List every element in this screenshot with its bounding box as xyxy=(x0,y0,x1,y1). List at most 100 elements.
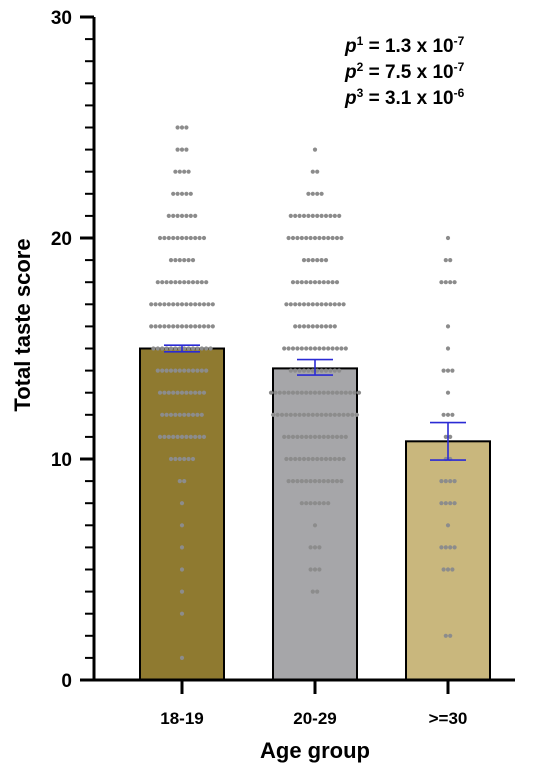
data-point xyxy=(304,390,309,395)
data-point xyxy=(182,456,187,462)
y-tick-label: 0 xyxy=(61,671,72,692)
data-point xyxy=(157,302,163,307)
data-point xyxy=(171,390,176,395)
data-point xyxy=(328,213,333,218)
data-point xyxy=(179,501,185,506)
data-point xyxy=(339,346,344,351)
data-point xyxy=(317,235,322,241)
data-point xyxy=(273,390,278,395)
data-point xyxy=(448,479,453,484)
data-point xyxy=(341,412,346,417)
data-point xyxy=(201,235,207,241)
data-point xyxy=(448,633,453,638)
data-point xyxy=(190,456,196,462)
data-point xyxy=(310,169,315,174)
error-bars-group xyxy=(164,344,466,461)
data-point xyxy=(171,191,176,196)
data-point xyxy=(193,434,198,439)
data-point xyxy=(443,434,448,439)
y-axis-title: Total taste score xyxy=(10,238,35,411)
data-point xyxy=(315,456,320,462)
data-point xyxy=(337,213,342,218)
data-point xyxy=(323,456,329,462)
data-point xyxy=(177,368,182,373)
data-point xyxy=(171,434,176,439)
data-point xyxy=(177,479,182,484)
data-point xyxy=(286,346,291,351)
data-point xyxy=(177,346,182,351)
bar->=30 xyxy=(405,440,491,681)
data-point xyxy=(445,523,451,528)
data-point xyxy=(290,434,296,439)
data-point xyxy=(295,479,300,484)
data-point xyxy=(190,412,196,417)
data-point xyxy=(293,324,298,329)
data-point xyxy=(445,346,451,351)
data-point xyxy=(290,280,296,285)
data-point xyxy=(193,213,198,218)
data-point xyxy=(334,235,340,241)
data-point xyxy=(350,412,355,417)
data-point xyxy=(332,368,337,373)
data-point xyxy=(315,368,320,373)
data-point xyxy=(186,280,191,285)
data-point xyxy=(184,147,189,152)
data-point xyxy=(282,434,287,439)
data-point xyxy=(334,434,340,439)
data-point xyxy=(175,390,180,395)
data-point xyxy=(326,235,331,241)
data-point xyxy=(173,346,178,351)
data-point xyxy=(201,390,207,395)
data-point xyxy=(297,368,302,373)
data-point xyxy=(295,434,300,439)
data-point xyxy=(306,412,311,417)
data-point xyxy=(199,368,204,373)
data-point xyxy=(317,390,322,395)
data-point xyxy=(297,324,302,329)
data-point xyxy=(179,611,185,616)
data-point xyxy=(186,258,191,263)
data-point xyxy=(310,368,315,373)
data-point xyxy=(315,213,320,218)
data-point xyxy=(337,456,342,462)
data-point xyxy=(326,390,331,395)
data-point xyxy=(155,346,160,351)
data-point xyxy=(308,501,313,506)
data-point xyxy=(301,456,307,462)
data-point xyxy=(153,302,158,307)
data-point xyxy=(160,412,165,417)
y-tick-label: 10 xyxy=(51,450,72,471)
data-point xyxy=(299,235,304,241)
data-point xyxy=(319,324,324,329)
data-point xyxy=(439,479,444,484)
data-point xyxy=(310,324,315,329)
data-point xyxy=(288,412,293,417)
data-point xyxy=(337,302,342,307)
data-point xyxy=(304,280,309,285)
data-point xyxy=(306,213,311,218)
data-point xyxy=(182,258,187,263)
data-point xyxy=(190,346,196,351)
data-point xyxy=(286,434,291,439)
data-point xyxy=(171,324,176,329)
data-point xyxy=(197,434,202,439)
data-point xyxy=(201,302,207,307)
data-point xyxy=(162,235,167,241)
data-point xyxy=(301,368,307,373)
x-axis-title: Age group xyxy=(260,738,370,763)
data-point xyxy=(445,412,451,417)
data-point xyxy=(288,456,293,462)
data-point xyxy=(162,434,167,439)
data-point xyxy=(312,545,318,550)
data-point xyxy=(312,479,318,484)
data-point xyxy=(452,545,457,550)
data-point xyxy=(149,324,154,329)
data-point xyxy=(323,368,329,373)
data-point xyxy=(210,324,215,329)
data-point xyxy=(443,501,448,506)
data-point xyxy=(312,280,318,285)
data-point xyxy=(175,302,180,307)
data-point xyxy=(326,501,331,506)
data-point xyxy=(179,213,185,218)
data-point xyxy=(197,235,202,241)
